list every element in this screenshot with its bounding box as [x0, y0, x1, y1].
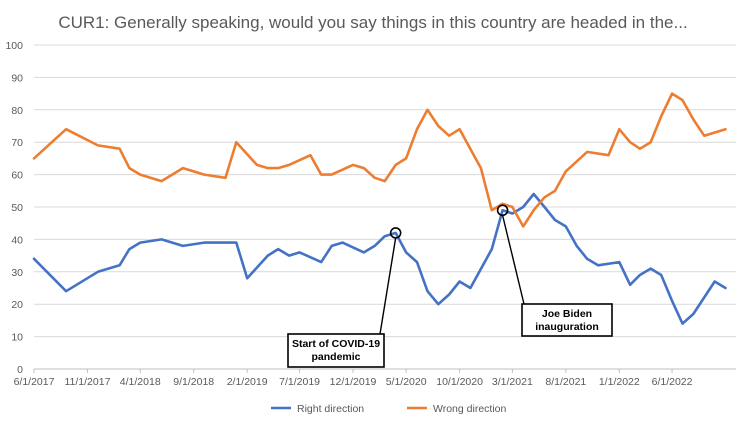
x-tick-label: 11/1/2017	[64, 376, 110, 388]
annotation-label: pandemic	[311, 351, 360, 363]
y-tick-label: 20	[11, 299, 23, 311]
x-tick-label: 1/1/2022	[599, 376, 640, 388]
chart-title: CUR1: Generally speaking, would you say …	[58, 13, 687, 32]
x-tick-label: 5/1/2020	[386, 376, 427, 388]
x-tick-label: 9/1/2018	[173, 376, 214, 388]
x-tick-label: 3/1/2021	[492, 376, 533, 388]
x-tick-label: 12/1/2019	[330, 376, 377, 388]
legend: Right direction Wrong direction	[271, 403, 507, 415]
annotation-box	[287, 333, 385, 368]
x-tick-label: 4/1/2018	[120, 376, 161, 388]
legend-label: Right direction	[297, 403, 364, 415]
y-tick-label: 60	[11, 170, 23, 182]
legend-label: Wrong direction	[433, 403, 507, 415]
annotation-marker	[389, 227, 402, 239]
y-tick-label: 50	[11, 202, 23, 214]
x-tick-label: 7/1/2019	[279, 376, 320, 388]
y-tick-label: 100	[5, 40, 23, 52]
y-tick-label: 90	[11, 72, 23, 84]
annotation-leader	[379, 237, 397, 335]
x-tick-label: 2/1/2019	[227, 376, 268, 388]
y-tick-label: 40	[11, 234, 23, 246]
x-axis: 6/1/2017 11/1/2017 4/1/2018 9/1/2018 2/1/201…	[14, 369, 693, 388]
annotation-box	[521, 303, 613, 337]
annotation-leader	[501, 215, 525, 305]
x-tick-label: 6/1/2022	[652, 376, 693, 388]
y-tick-label: 10	[11, 332, 23, 344]
series-line-right-direction	[32, 192, 727, 325]
annotation-label: inauguration	[535, 321, 599, 333]
annotation-label: Start of COVID-19	[292, 338, 380, 350]
x-tick-label: 6/1/2017	[14, 376, 55, 388]
y-tick-label: 0	[17, 364, 23, 376]
series-line-wrong-direction	[32, 92, 727, 228]
series-lines	[32, 92, 727, 325]
x-tick-label: 10/1/2020	[436, 376, 483, 388]
y-tick-label: 30	[11, 267, 23, 279]
x-tick-label: 8/1/2021	[545, 376, 586, 388]
y-axis: 0 10 20 30 40 50 60 70 80 90 100	[5, 40, 23, 376]
annotation-label: Joe Biden	[542, 308, 592, 320]
gridlines	[34, 44, 736, 370]
annotation-marker	[496, 204, 509, 217]
y-tick-label: 70	[11, 137, 23, 149]
y-tick-label: 80	[11, 105, 23, 117]
